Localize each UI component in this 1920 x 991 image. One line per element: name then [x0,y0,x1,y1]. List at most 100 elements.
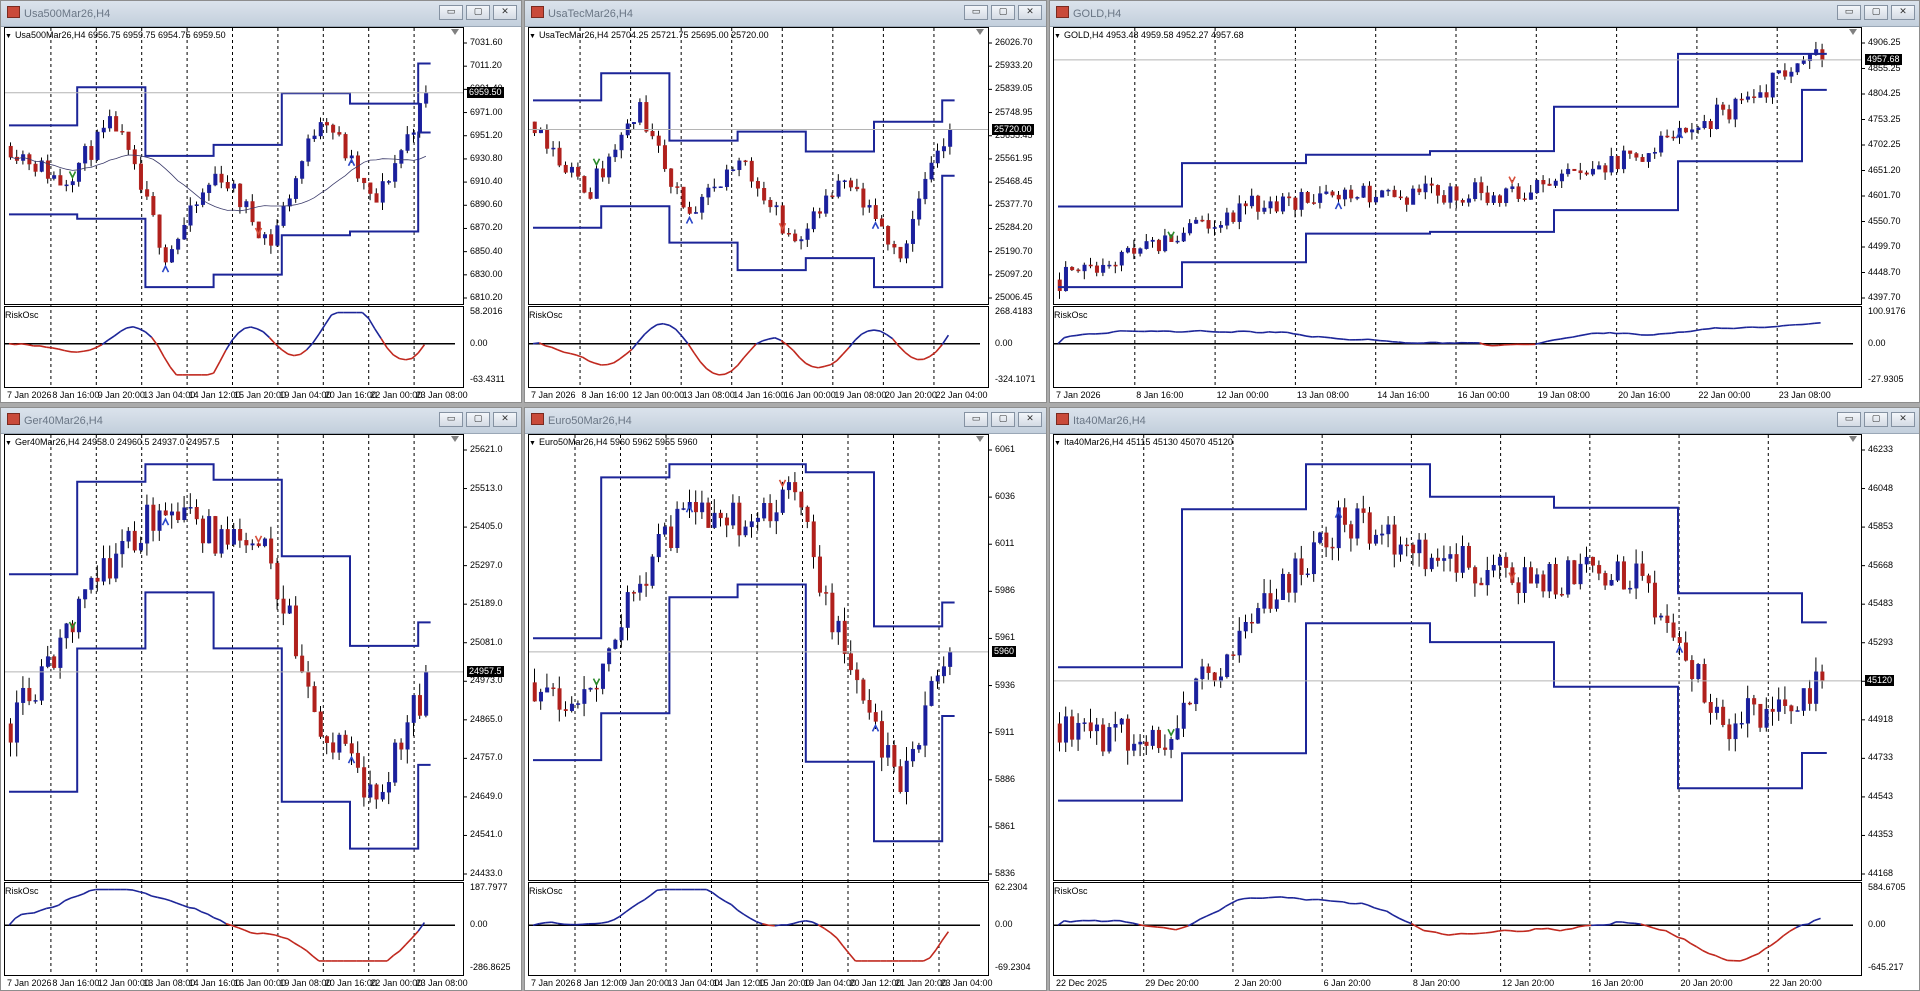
candle [681,186,686,209]
close-button[interactable]: ✕ [1018,412,1042,427]
close-button[interactable]: ✕ [1891,5,1915,20]
chart-shift-marker-icon [976,29,984,35]
candle [269,229,274,254]
chart-area[interactable]: 26026.70 25933.20 25839.05 25748.95 25655.45… [525,27,1046,402]
chart-window[interactable]: Euro50Mar26,H4 ▭ ▢ ✕ 6061 6036 6011 5986 5961 593… [524,407,1047,991]
price-chart-canvas[interactable] [525,434,1046,991]
collapse-triangle-icon[interactable]: ▼ [5,440,12,447]
price-chart-canvas[interactable] [1,434,521,991]
candle [1070,266,1075,271]
candle [1212,220,1217,236]
candle [182,496,187,523]
candle [1342,498,1347,533]
oscillator-line [774,924,782,927]
oscillator-line [207,372,214,376]
candle [1404,196,1409,212]
candle [27,152,32,171]
candle [1547,562,1552,599]
chart-window[interactable]: GOLD,H4 ▭ ▢ ✕ 4906.25 4855.25 4804.25 4753.25 47… [1049,0,1920,403]
oscillator-line [275,934,283,938]
buy-signal-arrow-icon [1334,509,1343,518]
candle [842,179,847,189]
oscillator-line [1671,331,1679,334]
time-axis-label: 19 Jan 04:00 [279,390,332,400]
candle [917,191,922,226]
collapse-triangle-icon[interactable]: ▼ [1054,440,1061,447]
maximize-button[interactable]: ▢ [991,5,1015,20]
chart-area[interactable]: 4623346048458534566845483452934511344918… [1050,434,1919,990]
candle [1535,179,1540,195]
maximize-button[interactable]: ▢ [466,412,490,427]
maximize-button[interactable]: ▢ [991,412,1015,427]
chart-window[interactable]: UsaTecMar26,H4 ▭ ▢ ✕ 26026.70 25933.20 25839.0… [524,0,1047,403]
collapse-triangle-icon[interactable]: ▼ [529,33,536,40]
price-chart-canvas[interactable] [1050,434,1919,991]
minimize-button[interactable]: ▭ [1837,5,1861,20]
chart-area[interactable]: 25621.0 25513.0 25405.0 25297.0 25189.0 25081… [1,434,521,990]
candle [1107,260,1112,269]
minimize-button[interactable]: ▭ [1837,412,1861,427]
oscillator-line [644,894,652,901]
chart-area[interactable]: 7031.607011.206991.406971.006951.206930.… [1,27,521,402]
minimize-button[interactable]: ▭ [964,412,988,427]
oscillator-line [157,345,165,358]
time-axis-label: 20 Jan 20:00 [1680,978,1733,988]
price-chart-canvas[interactable] [1,27,521,403]
current-price-tag: 6959.50 [467,86,504,98]
candle [1187,219,1192,236]
minimize-button[interactable]: ▭ [964,5,988,20]
chart-shift-marker-icon [1849,29,1857,35]
minimize-button[interactable]: ▭ [439,5,463,20]
window-titlebar[interactable]: Ita40Mar26,H4 ▭ ▢ ✕ [1050,408,1919,434]
maximize-button[interactable]: ▢ [466,5,490,20]
maximize-button[interactable]: ▢ [1864,5,1888,20]
candle [1584,170,1589,176]
oscillator-line [1683,938,1691,944]
candle [231,522,236,547]
oscillator-line [879,330,887,336]
window-titlebar[interactable]: Ger40Mar26,H4 ▭ ▢ ✕ [1,408,521,434]
chart-window[interactable]: Ger40Mar26,H4 ▭ ▢ ✕ 25621.0 25513.0 25405.0 252… [0,407,522,991]
time-axis-label: 15 Jan 20:00 [234,390,287,400]
price-axis-label: 45293 [1868,636,1894,647]
oscillator-line [1057,337,1065,345]
window-titlebar[interactable]: Usa500Mar26,H4 ▭ ▢ ✕ [1,1,521,27]
collapse-triangle-icon[interactable]: ▼ [529,440,536,447]
candle [262,537,267,548]
oscillator-line [1442,933,1449,936]
window-titlebar[interactable]: GOLD,H4 ▭ ▢ ✕ [1050,1,1919,27]
window-titlebar[interactable]: Euro50Mar26,H4 ▭ ▢ ✕ [525,408,1046,434]
oscillator-line [607,919,614,923]
oscillator-line [929,351,937,358]
candle [879,710,884,772]
candle [1721,101,1726,116]
chart-area[interactable]: 4906.25 4855.25 4804.25 4753.25 4702.25 4651.… [1050,27,1919,402]
candle [399,738,404,760]
main-pane-border [528,434,989,881]
collapse-triangle-icon[interactable]: ▼ [1054,33,1061,40]
price-chart-canvas[interactable] [1050,27,1919,403]
close-button[interactable]: ✕ [1018,5,1042,20]
candle [631,590,636,602]
price-chart-canvas[interactable] [525,27,1046,403]
candle [1101,258,1106,277]
chart-window[interactable]: Ita40Mar26,H4 ▭ ▢ ✕ 46233 46048 45853 45668 4548… [1049,407,1920,991]
maximize-button[interactable]: ▢ [1864,412,1888,427]
close-button[interactable]: ✕ [1891,412,1915,427]
window-titlebar[interactable]: UsaTecMar26,H4 ▭ ▢ ✕ [525,1,1046,27]
chart-window[interactable]: Usa500Mar26,H4▭▢✕7031.607011.206991.4069… [0,0,522,403]
collapse-triangle-icon[interactable]: ▼ [5,33,12,40]
oscillator-line [625,906,633,913]
candle [1603,570,1608,590]
price-axis-label: 5936 [995,679,1016,690]
price-axis-label: 5986 [995,585,1016,596]
oscillator-line [58,348,65,352]
minimize-button[interactable]: ▭ [439,412,463,427]
oscillator-line [318,323,326,335]
price-axis-label: 5961 [995,632,1016,643]
close-button[interactable]: ✕ [493,5,517,20]
close-button[interactable]: ✕ [493,412,517,427]
candle [1504,552,1509,578]
candle [576,700,581,709]
chart-area[interactable]: 6061 6036 6011 5986 5961 5936 5911 5886 5861 5836… [525,434,1046,990]
